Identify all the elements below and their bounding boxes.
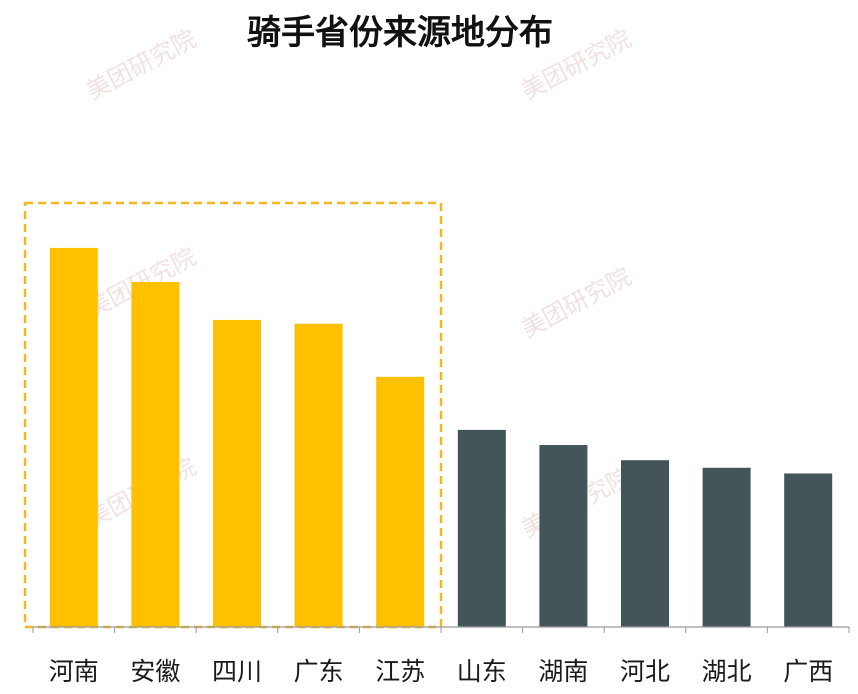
x-tick-label: 山东 (457, 657, 507, 686)
x-tick-label: 广东 (294, 657, 344, 686)
x-tick-label: 广西 (783, 657, 833, 686)
bar (539, 445, 588, 627)
bar (784, 473, 833, 627)
bar (131, 282, 180, 627)
x-axis-labels: 河南 安徽 四川 广东 江苏 山东 湖南 河北 湖北 广西 (49, 657, 833, 686)
watermark-text: 美团研究院 (82, 24, 201, 105)
x-tick-label: 安徽 (130, 657, 180, 686)
bar (376, 376, 425, 627)
bars-group (49, 247, 833, 627)
chart-title: 骑手省份来源地分布 (247, 13, 553, 53)
bar (294, 323, 343, 627)
bar (702, 467, 751, 627)
bar (621, 460, 669, 627)
x-tick-label: 湖北 (702, 657, 752, 686)
watermark-text: 美团研究院 (517, 262, 636, 343)
bar (457, 429, 506, 627)
x-tick-label: 四川 (212, 657, 262, 686)
x-tick-label: 湖南 (538, 657, 588, 686)
x-axis-ticks (32, 627, 850, 633)
x-tick-label: 河南 (49, 657, 99, 686)
x-tick-label: 江苏 (375, 657, 425, 686)
bar (49, 247, 98, 627)
x-tick-label: 河北 (620, 657, 670, 686)
bar (213, 319, 261, 627)
